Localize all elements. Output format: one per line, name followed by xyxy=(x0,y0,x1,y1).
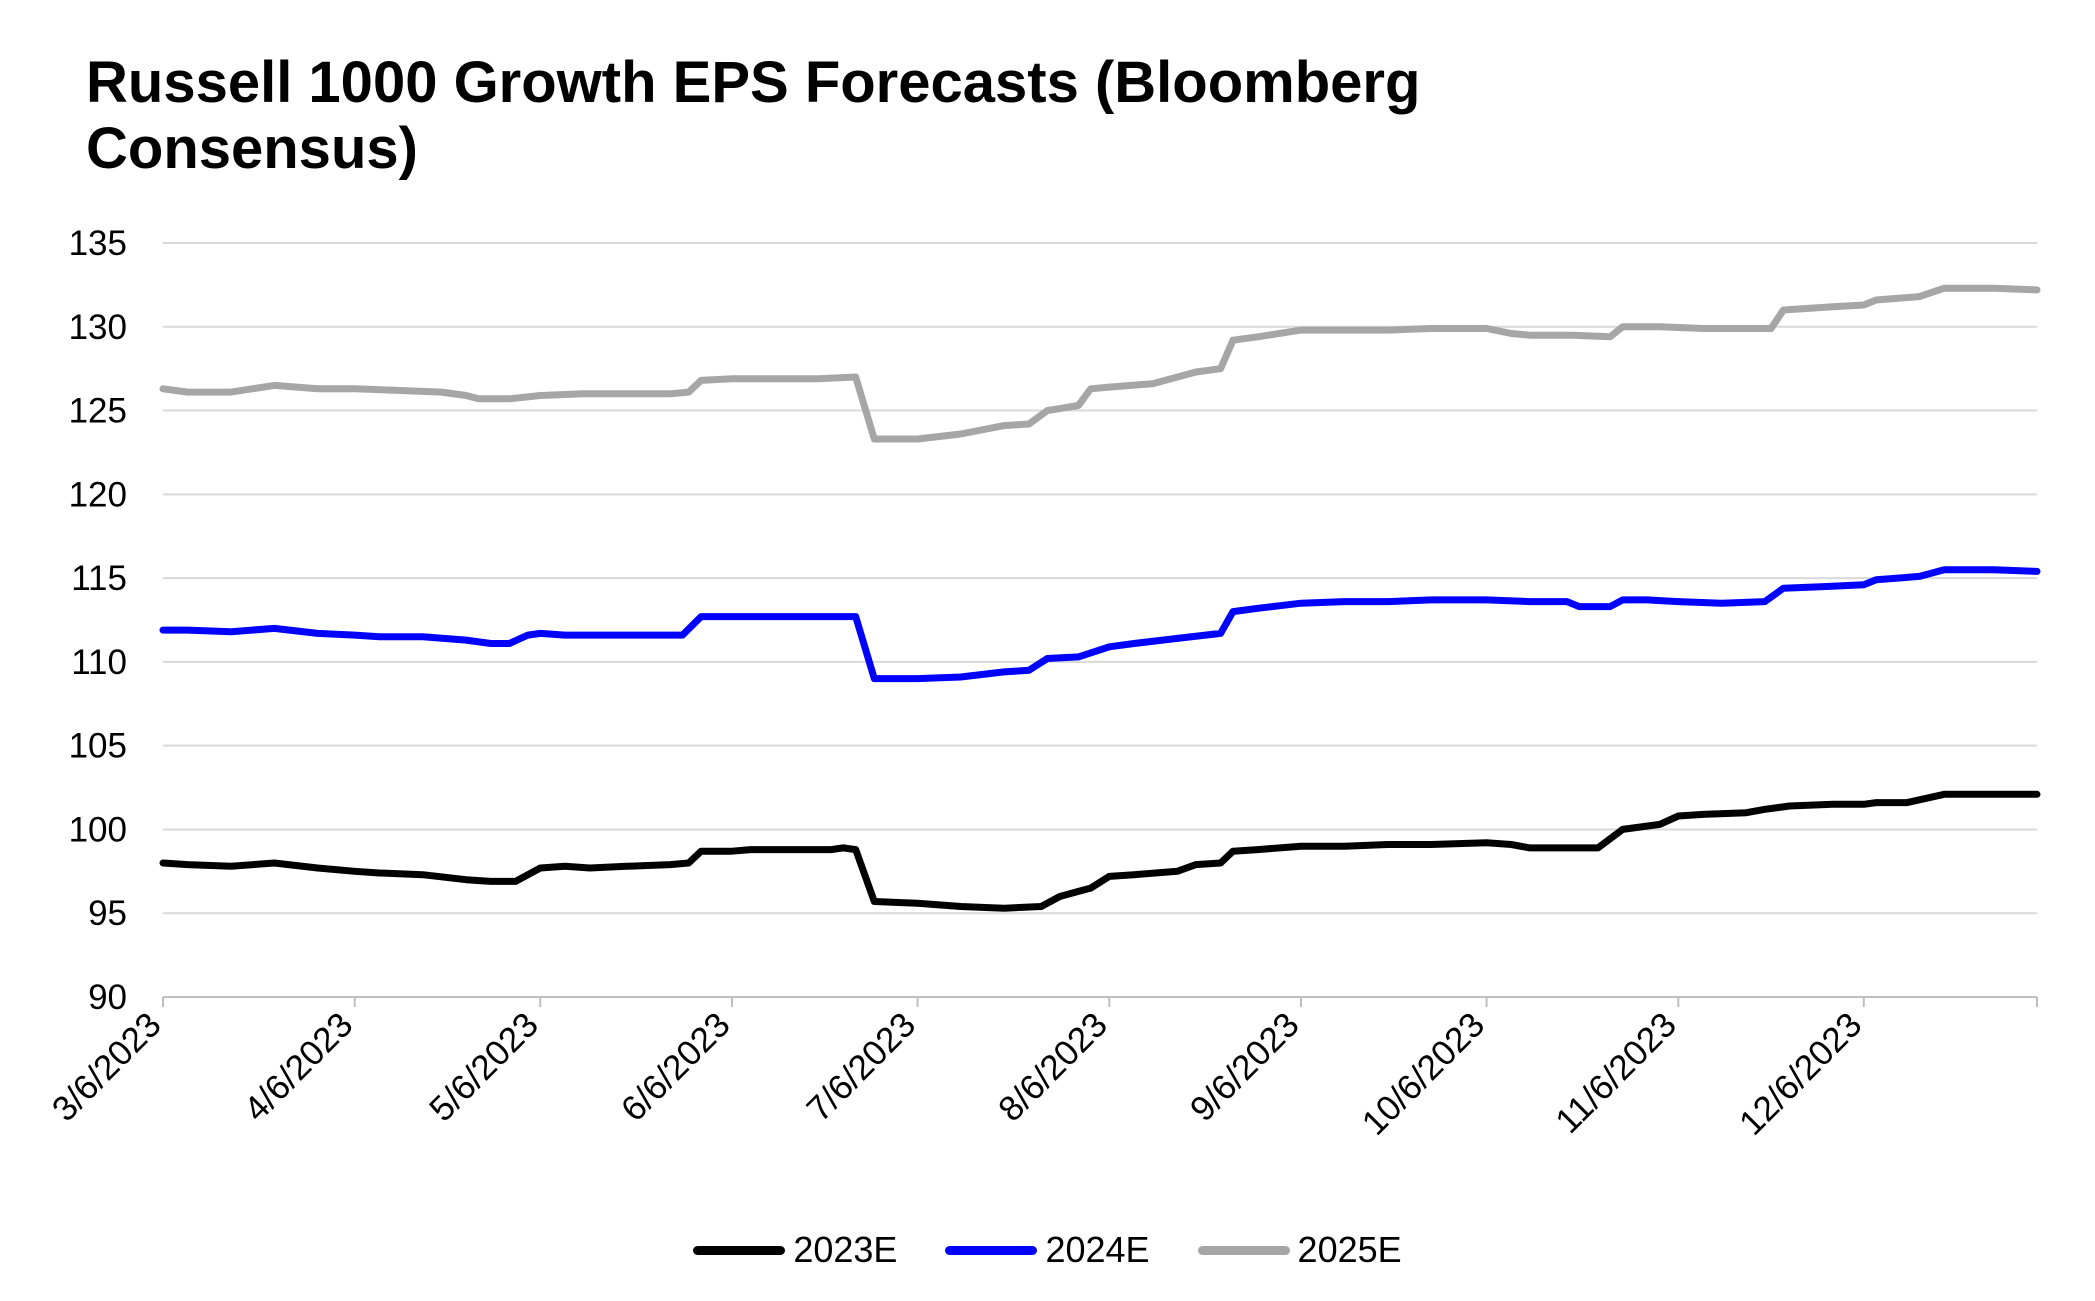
y-tick-label: 120 xyxy=(69,475,127,514)
y-tick-label: 115 xyxy=(71,559,127,598)
legend-swatch xyxy=(945,1245,1038,1255)
x-tick-label: 3/6/2023 xyxy=(45,1005,169,1129)
legend-item: 2024E xyxy=(945,1229,1150,1271)
y-tick-label: 90 xyxy=(88,978,127,1017)
y-tick-label: 100 xyxy=(69,810,127,849)
x-tick-label: 9/6/2023 xyxy=(1183,1005,1307,1129)
y-tick-labels: 90 95 100 105 110 115 120 125 130 135 xyxy=(69,224,127,1017)
y-tick-label: 125 xyxy=(69,392,127,431)
axes xyxy=(162,996,2038,1007)
legend-swatch xyxy=(693,1245,786,1255)
legend-item: 2023E xyxy=(693,1229,897,1271)
series-lines xyxy=(159,284,2041,912)
x-tick-label: 8/6/2023 xyxy=(991,1005,1115,1129)
chart-title: Russell 1000 Growth EPS Forecasts (Bloom… xyxy=(86,50,1421,181)
y-tick-label: 105 xyxy=(69,727,127,766)
y-tick-label: 135 xyxy=(69,224,127,263)
x-tick-label: 11/6/2023 xyxy=(1548,1005,1684,1141)
legend-swatch xyxy=(1197,1245,1290,1255)
series-line-2023E xyxy=(159,790,2041,912)
legend-label: 2023E xyxy=(793,1229,898,1270)
legend-label: 2024E xyxy=(1045,1229,1150,1270)
x-tick-label: 7/6/2023 xyxy=(799,1005,923,1129)
series-line-2024E xyxy=(159,566,2041,683)
y-tick-label: 95 xyxy=(88,894,127,933)
x-tick-label: 10/6/2023 xyxy=(1355,1005,1493,1143)
legend-item: 2025E xyxy=(1197,1229,1402,1271)
x-tick-label: 6/6/2023 xyxy=(614,1005,738,1129)
legend-label: 2025E xyxy=(1297,1229,1402,1270)
x-tick-label: 5/6/2023 xyxy=(422,1005,546,1129)
y-tick-label: 110 xyxy=(71,643,127,682)
legend: 2023E 2024E 2025E xyxy=(0,1225,2095,1275)
y-tick-label: 130 xyxy=(69,308,127,347)
series-line-2025E xyxy=(159,284,2041,443)
x-tick-label: 4/6/2023 xyxy=(236,1005,360,1129)
x-tick-labels: 3/6/2023 4/6/2023 5/6/2023 6/6/2023 7/6/2023… xyxy=(45,1005,1870,1143)
x-tick-label: 12/6/2023 xyxy=(1732,1005,1870,1143)
